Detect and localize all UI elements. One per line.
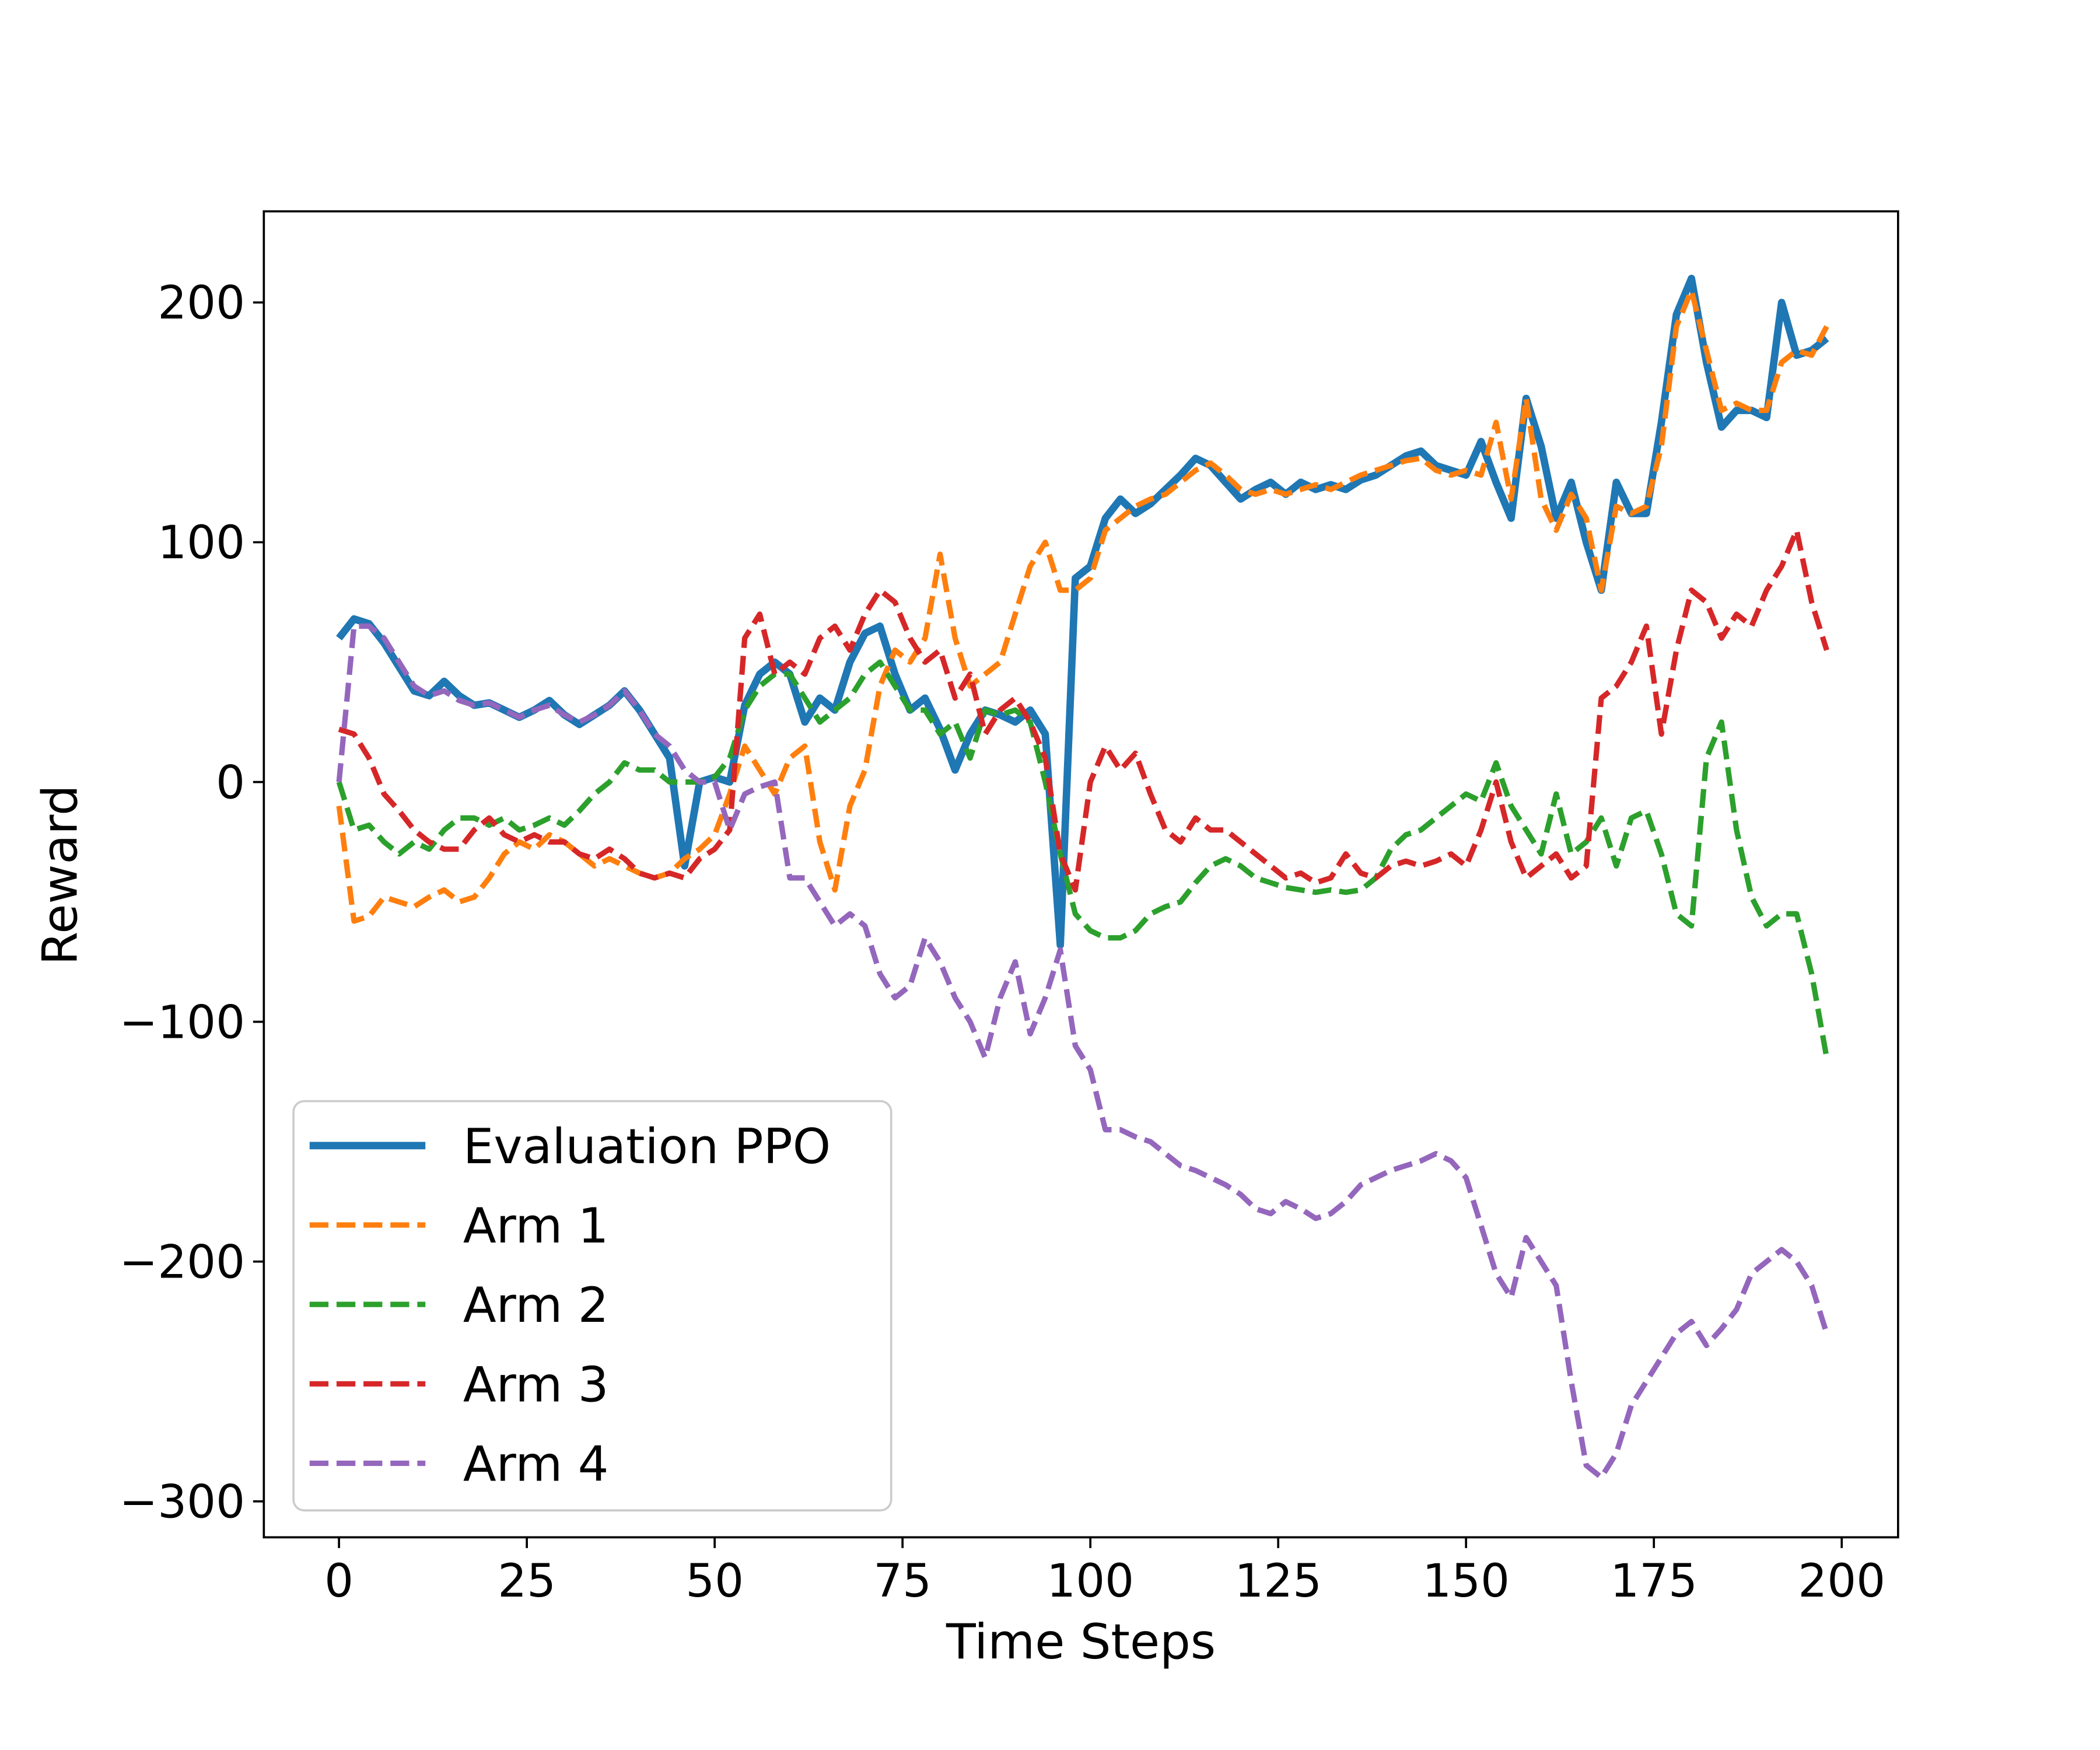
legend: Evaluation PPO Arm 1 Arm 2 Arm 3 Arm 4 <box>292 1100 892 1512</box>
series-line <box>336 659 1830 1059</box>
legend-label: Arm 4 <box>463 1436 609 1492</box>
legend-label: Arm 2 <box>463 1277 609 1334</box>
y-tick-label: 200 <box>158 276 245 330</box>
x-tick-label: 0 <box>324 1554 354 1608</box>
y-tick-label: −100 <box>120 995 245 1049</box>
x-axis-label: Time Steps <box>946 1614 1216 1670</box>
x-tick-label: 75 <box>873 1554 932 1608</box>
y-tick-label: −300 <box>120 1475 245 1528</box>
series-line <box>336 288 1829 924</box>
y-tick-label: 0 <box>216 755 245 809</box>
x-tick-label: 25 <box>498 1554 556 1608</box>
legend-box <box>292 1100 892 1512</box>
legend-label: Arm 3 <box>463 1356 609 1413</box>
axes-frame <box>262 210 1899 1539</box>
series-line <box>338 527 1829 893</box>
series-line <box>336 623 1829 1480</box>
plot-area <box>336 275 1830 1480</box>
y-axis-label: Reward <box>32 785 89 965</box>
x-tick-label: 50 <box>685 1554 744 1608</box>
axes: 0 25 50 75 100 125 150 175 200 −300 −200 −100 0 100 20… <box>120 276 1886 1608</box>
y-tick-label: −200 <box>120 1235 245 1289</box>
legend-label: Arm 1 <box>463 1198 609 1254</box>
y-tick-label: 100 <box>158 516 245 569</box>
x-tick-label: 150 <box>1422 1554 1510 1608</box>
x-tick-label: 100 <box>1046 1554 1134 1608</box>
x-tick-label: 200 <box>1798 1554 1885 1608</box>
x-tick-label: 175 <box>1610 1554 1698 1608</box>
x-tick-label: 125 <box>1234 1554 1322 1608</box>
legend-label: Evaluation PPO <box>463 1118 831 1175</box>
